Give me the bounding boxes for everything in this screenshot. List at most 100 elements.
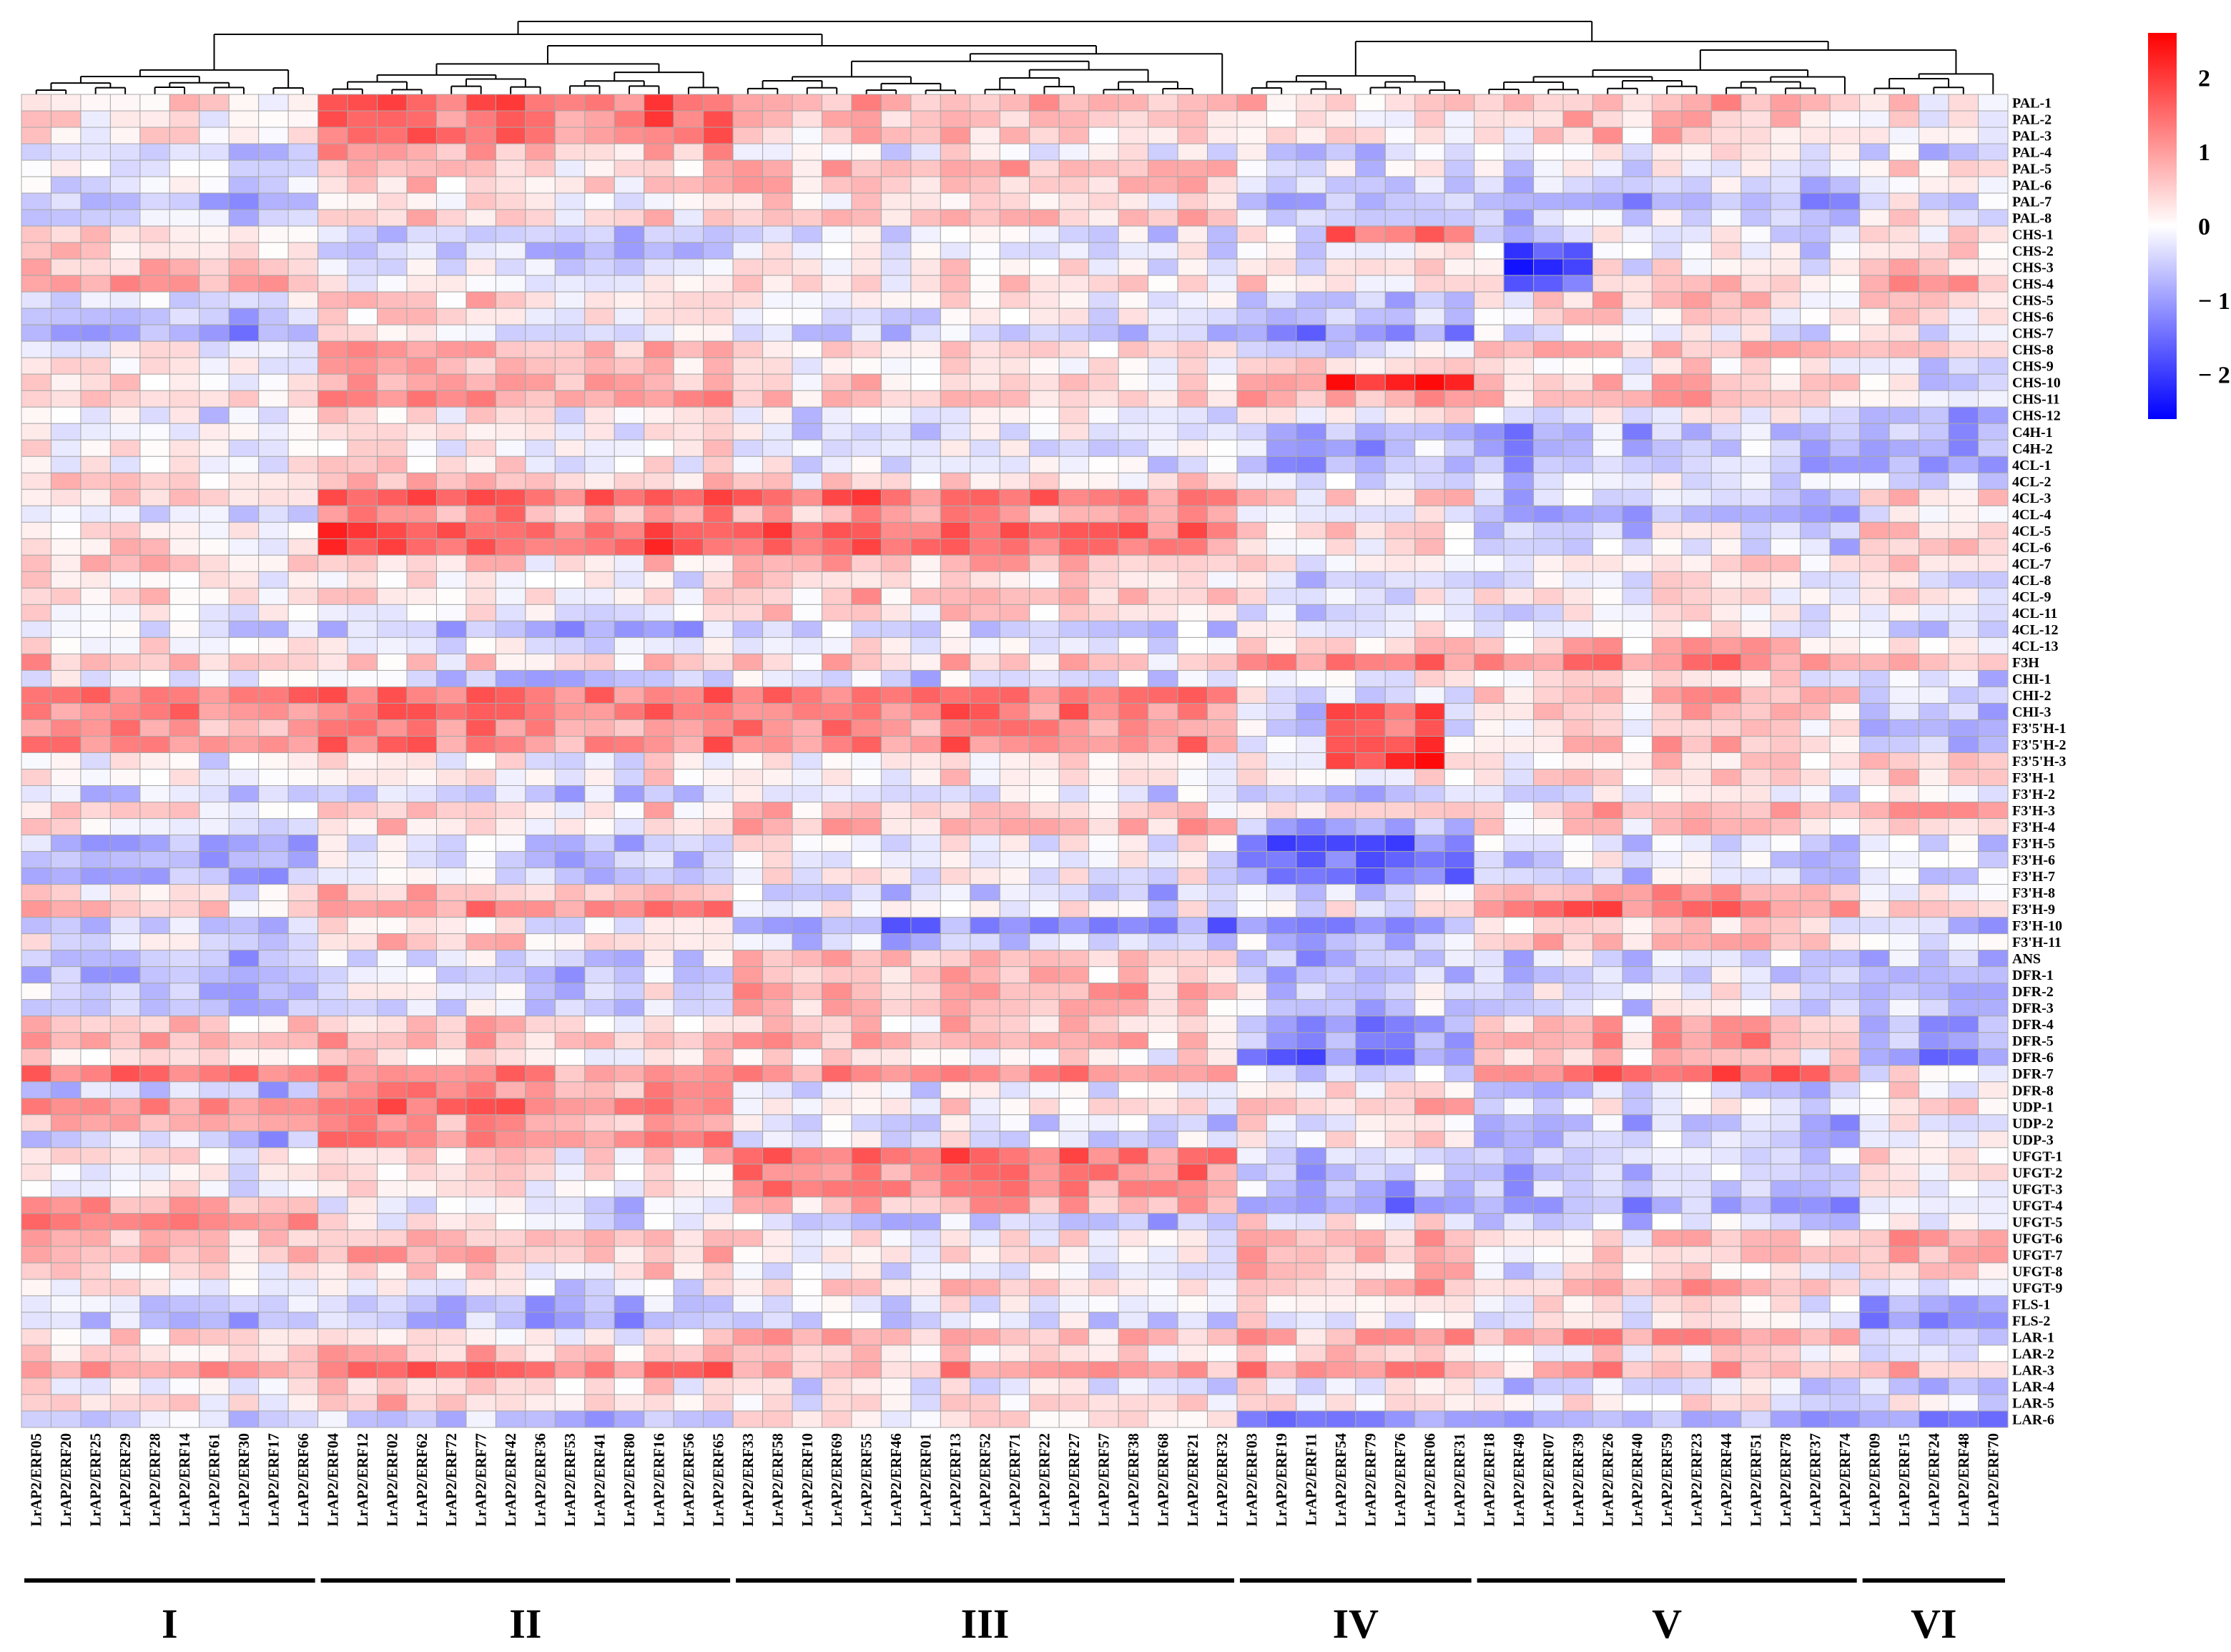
heatmap-cell — [1177, 1081, 1208, 1099]
heatmap-cell — [792, 192, 822, 210]
heatmap-cell — [287, 1164, 319, 1181]
heatmap-cell — [1681, 884, 1712, 902]
heatmap-cell — [1118, 604, 1149, 621]
heatmap-cell — [1325, 1016, 1356, 1033]
heatmap-cell — [673, 324, 704, 342]
heatmap-cell — [1562, 456, 1594, 473]
heatmap-cell — [940, 242, 971, 260]
heatmap-cell — [880, 1032, 912, 1050]
heatmap-cell — [169, 127, 200, 144]
heatmap-cell — [1325, 1180, 1356, 1198]
heatmap-cell — [821, 1032, 852, 1050]
heatmap-cell — [1088, 488, 1119, 506]
heatmap-cell — [317, 851, 348, 869]
heatmap-cell — [732, 225, 764, 243]
heatmap-cell — [50, 1213, 82, 1231]
heatmap-cell — [1800, 439, 1831, 457]
heatmap-cell — [1444, 669, 1475, 687]
heatmap-cell — [762, 571, 793, 589]
heatmap-cell — [1978, 242, 2009, 260]
heatmap-cell — [1919, 406, 1949, 424]
heatmap-cell — [1296, 505, 1326, 523]
heatmap-cell — [1325, 802, 1356, 820]
heatmap-cell — [762, 143, 793, 161]
heatmap-cell — [1533, 1229, 1564, 1247]
heatmap-cell — [466, 456, 496, 473]
heatmap-cell — [406, 439, 437, 457]
heatmap-cell — [792, 653, 822, 671]
heatmap-cell — [703, 192, 734, 210]
heatmap-cell — [762, 917, 793, 935]
heatmap-cell — [1651, 1081, 1683, 1099]
heatmap-cell — [287, 1081, 319, 1099]
heatmap-cell — [673, 933, 704, 951]
heatmap-cell — [821, 752, 852, 770]
heatmap-cell — [1384, 702, 1416, 720]
heatmap-cell — [1444, 1098, 1475, 1116]
heatmap-cell — [525, 1196, 556, 1214]
heatmap-cell — [80, 225, 111, 243]
heatmap-cell — [644, 1164, 674, 1181]
heatmap-cell — [377, 308, 408, 325]
heatmap-cell — [644, 1196, 674, 1214]
heatmap-cell — [792, 456, 822, 473]
heatmap-cell — [821, 818, 852, 836]
heatmap-cell — [1058, 686, 1090, 704]
heatmap-cell — [1592, 669, 1623, 687]
heatmap-cell — [1296, 242, 1326, 260]
heatmap-cell — [406, 291, 437, 309]
heatmap-cell — [1474, 587, 1504, 605]
heatmap-cell — [940, 620, 971, 638]
heatmap-cell — [851, 94, 882, 112]
heatmap-cell — [1978, 785, 2009, 803]
heatmap-cell — [525, 439, 556, 457]
heatmap-cell — [466, 835, 496, 852]
heatmap-cell — [228, 1114, 260, 1132]
heatmap-cell — [554, 1032, 586, 1050]
heatmap-cell — [287, 835, 319, 852]
heatmap-cell — [406, 835, 437, 852]
heatmap-cell — [1474, 1180, 1504, 1198]
heatmap-cell — [347, 1048, 378, 1066]
heatmap-cell — [1800, 686, 1831, 704]
heatmap-cell — [644, 324, 674, 342]
heatmap-cell — [1414, 983, 1445, 1000]
heatmap-cell — [377, 1213, 408, 1231]
heatmap-cell — [1207, 275, 1238, 292]
heatmap-cell — [1681, 636, 1712, 654]
heatmap-cell — [1681, 1246, 1712, 1264]
heatmap-cell — [1384, 340, 1416, 358]
heatmap-cell — [1622, 719, 1653, 737]
heatmap-cell — [1681, 1032, 1712, 1050]
heatmap-cell — [1444, 258, 1475, 276]
heatmap-cell — [1296, 983, 1326, 1000]
heatmap-cell — [614, 110, 645, 128]
heatmap-cell — [792, 604, 822, 621]
heatmap-cell — [1444, 571, 1475, 589]
heatmap-cell — [169, 653, 200, 671]
heatmap-cell — [1948, 950, 1979, 968]
heatmap-cell — [1325, 1065, 1356, 1083]
heatmap-cell — [258, 785, 289, 803]
heatmap-cell — [1088, 192, 1119, 210]
heatmap-cell — [584, 505, 615, 523]
heatmap-cell — [1266, 1229, 1297, 1247]
heatmap-cell — [1562, 851, 1594, 869]
heatmap-cell — [258, 1262, 289, 1280]
heatmap-cell — [1503, 176, 1535, 194]
heatmap-cell — [1859, 521, 1890, 539]
heatmap-cell — [228, 505, 260, 523]
heatmap-cell — [21, 983, 51, 1000]
heatmap-cell — [50, 94, 82, 112]
heatmap-cell — [1118, 950, 1149, 968]
heatmap-cell — [970, 1180, 1000, 1198]
heatmap-cell — [228, 1246, 260, 1264]
heatmap-cell — [1355, 242, 1386, 260]
heatmap-cell — [347, 1114, 378, 1132]
heatmap-cell — [1740, 94, 1771, 112]
heatmap-cell — [1622, 439, 1653, 457]
heatmap-cell — [1622, 950, 1653, 968]
heatmap-cell — [80, 1246, 111, 1264]
heatmap-cell — [1800, 620, 1831, 638]
heatmap-cell — [970, 983, 1000, 1000]
